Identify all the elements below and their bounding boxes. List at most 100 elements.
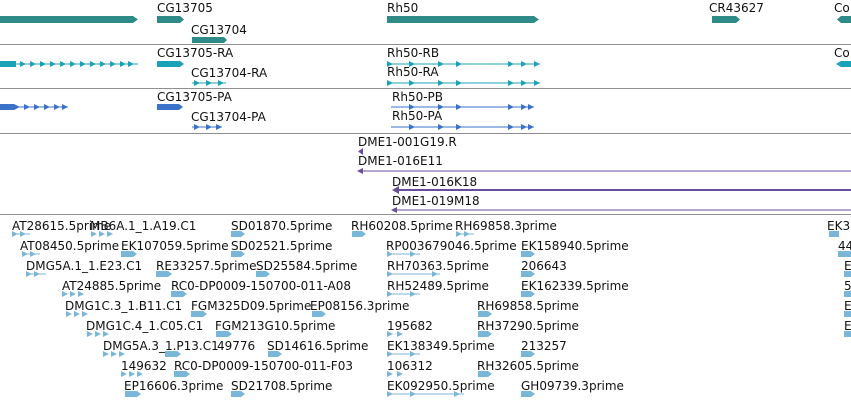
feature-label[interactable]: 206643	[521, 259, 567, 273]
est-glyph[interactable]	[191, 311, 207, 317]
feature-label[interactable]: 149632	[121, 359, 167, 373]
feature-label[interactable]: Rh50-PB	[392, 90, 444, 104]
feature-label[interactable]: RC0-DP0009-150700-011-F03	[174, 359, 353, 373]
feature-label[interactable]: GH09739.3prime	[521, 379, 624, 393]
feature-label[interactable]: CG13704	[191, 23, 247, 37]
clone-glyph[interactable]	[391, 207, 851, 213]
feature-label[interactable]: DME1-016E11	[358, 154, 443, 168]
feature-label[interactable]: FGM213G10.5prime	[215, 319, 336, 333]
feature-label[interactable]: SD21708.5prime	[231, 379, 333, 393]
est-glyph[interactable]	[216, 331, 232, 337]
feature-label[interactable]: CG13705-RA	[157, 46, 234, 60]
est-glyph[interactable]	[387, 271, 440, 277]
est-glyph[interactable]	[103, 351, 125, 357]
est-glyph[interactable]	[231, 231, 245, 237]
est-glyph[interactable]	[387, 331, 403, 337]
est-glyph[interactable]	[121, 251, 137, 257]
feature-label[interactable]: CG13705-PA	[157, 90, 232, 104]
feature-label[interactable]: DME1-019M18	[392, 194, 480, 208]
est-glyph[interactable]	[387, 351, 420, 357]
est-glyph[interactable]	[12, 231, 30, 237]
est-glyph[interactable]	[256, 271, 270, 277]
transcript-glyph[interactable]	[387, 61, 540, 67]
protein-glyph[interactable]	[391, 124, 534, 130]
feature-label[interactable]: SD14616.5prime	[267, 339, 369, 353]
est-glyph[interactable]	[87, 331, 109, 337]
est-glyph[interactable]	[268, 351, 282, 357]
est-glyph[interactable]	[456, 231, 474, 237]
feature-label[interactable]: SD25584.5prime	[256, 259, 358, 273]
feature-label[interactable]: DMG1C.3_1.B11.C1	[65, 299, 183, 313]
feature-label[interactable]: EK138349.5prime	[387, 339, 495, 353]
est-glyph[interactable]	[387, 291, 420, 297]
feature-label[interactable]: Co	[834, 46, 850, 60]
feature-label[interactable]: EK3	[827, 219, 851, 233]
est-glyph[interactable]	[91, 231, 113, 237]
feature-label[interactable]: E	[844, 299, 851, 313]
protein-glyph[interactable]	[157, 104, 183, 110]
feature-label[interactable]: RC0-DP0009-150700-011-A08	[171, 279, 352, 293]
feature-label[interactable]: Co	[834, 1, 850, 15]
est-glyph[interactable]	[121, 371, 143, 377]
feature-label[interactable]: EP08156.3prime	[310, 299, 410, 313]
est-glyph[interactable]	[838, 251, 851, 257]
clone-glyph[interactable]	[357, 168, 851, 174]
feature-label[interactable]: CG13704-RA	[191, 66, 268, 80]
feature-label[interactable]: RH52489.5prime	[387, 279, 489, 293]
transcript-glyph[interactable]	[387, 80, 540, 86]
feature-label[interactable]: RH69858.3prime	[455, 219, 557, 233]
feature-label[interactable]: RE33257.5prime	[156, 259, 257, 273]
feature-label[interactable]: DME1-001G19.R	[358, 135, 457, 149]
feature-label[interactable]: EK107059.5prime	[121, 239, 229, 253]
est-glyph[interactable]	[521, 391, 535, 397]
est-glyph[interactable]	[387, 371, 403, 377]
gene-glyph[interactable]	[0, 16, 138, 23]
feature-label[interactable]: DMG1C.4_1.C05.C1	[86, 319, 204, 333]
est-glyph[interactable]	[478, 371, 492, 377]
transcript-glyph[interactable]	[0, 61, 138, 67]
gene-glyph[interactable]	[157, 16, 184, 23]
est-glyph[interactable]	[62, 291, 84, 297]
est-glyph[interactable]	[844, 331, 851, 337]
feature-label[interactable]: AT28615.5prime	[12, 219, 112, 233]
est-glyph[interactable]	[521, 351, 535, 357]
feature-label[interactable]: EK162339.5prime	[521, 279, 629, 293]
est-glyph[interactable]	[22, 251, 40, 257]
est-glyph[interactable]	[174, 371, 190, 377]
feature-label[interactable]: AT24885.5prime	[62, 279, 162, 293]
feature-label[interactable]: DME1-016K18	[392, 175, 478, 189]
feature-label[interactable]: RH70363.5prime	[387, 259, 489, 273]
est-glyph[interactable]	[521, 271, 535, 277]
est-glyph[interactable]	[387, 251, 420, 257]
protein-glyph[interactable]	[391, 104, 534, 110]
feature-label[interactable]: E	[844, 319, 851, 333]
feature-label[interactable]: Rh50-PA	[392, 109, 443, 123]
feature-label[interactable]: Rh50-RA	[387, 65, 439, 79]
feature-label[interactable]: 5	[844, 279, 851, 293]
feature-label[interactable]: RH37290.5prime	[477, 319, 579, 333]
feature-label[interactable]: RH60208.5prime	[351, 219, 453, 233]
gene-glyph[interactable]	[712, 16, 740, 23]
est-glyph[interactable]	[165, 351, 181, 357]
est-glyph[interactable]	[521, 251, 535, 257]
feature-label[interactable]: SD02521.5prime	[231, 239, 333, 253]
est-glyph[interactable]	[387, 391, 464, 397]
feature-label[interactable]: EP16606.3prime	[124, 379, 224, 393]
gene-glyph[interactable]	[837, 16, 851, 23]
feature-label[interactable]: EK092950.5prime	[387, 379, 495, 393]
feature-label[interactable]: 44	[838, 239, 851, 253]
clone-glyph[interactable]	[358, 148, 363, 155]
feature-label[interactable]: 195682	[387, 319, 433, 333]
feature-label[interactable]: EK158940.5prime	[521, 239, 629, 253]
est-glyph[interactable]	[312, 311, 326, 317]
protein-glyph[interactable]	[192, 124, 222, 130]
est-glyph[interactable]	[125, 391, 141, 397]
feature-label[interactable]: FGM325D09.5prime	[191, 299, 312, 313]
feature-label[interactable]: CR43627	[709, 1, 764, 15]
feature-label[interactable]: Rh50	[387, 1, 419, 15]
feature-label[interactable]: CG13704-PA	[191, 110, 266, 124]
est-glyph[interactable]	[156, 271, 172, 277]
est-glyph[interactable]	[171, 291, 187, 297]
protein-glyph[interactable]	[0, 104, 68, 110]
est-glyph[interactable]	[844, 311, 851, 317]
